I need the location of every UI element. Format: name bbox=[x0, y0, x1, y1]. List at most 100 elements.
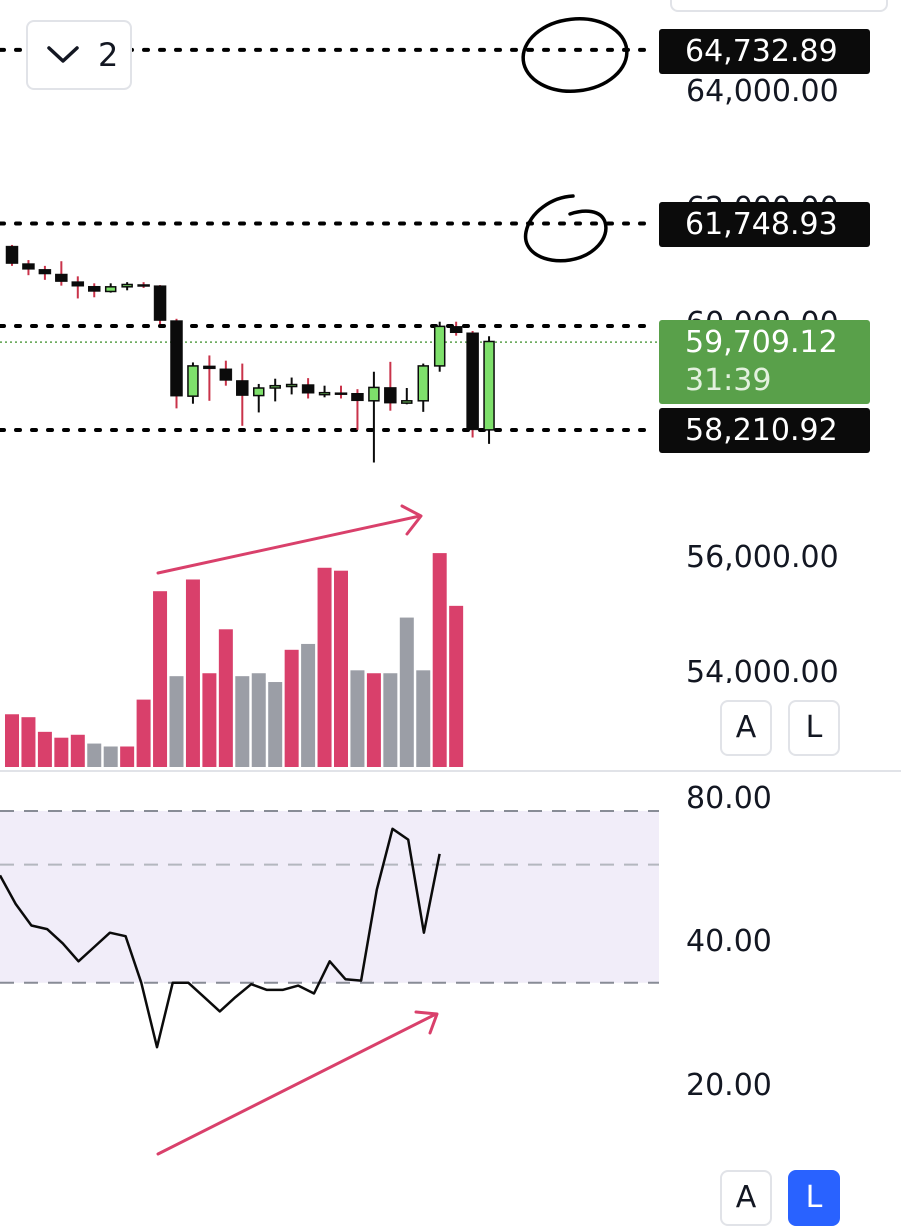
indicator-count: 2 bbox=[98, 36, 119, 74]
volume-bar bbox=[37, 731, 52, 767]
volume-bar bbox=[334, 570, 348, 767]
volume-bar bbox=[54, 737, 69, 767]
candle bbox=[137, 282, 150, 288]
candle-body-bull bbox=[121, 283, 133, 288]
annotation-arrowhead-volume bbox=[400, 504, 423, 536]
candle bbox=[318, 385, 331, 398]
candle bbox=[368, 371, 380, 463]
candle-body-bull bbox=[104, 286, 117, 293]
candle-body-bull bbox=[433, 325, 446, 367]
candle-body-bear bbox=[236, 380, 249, 396]
candle bbox=[88, 283, 101, 298]
price-tag-current: 59,709.12 31:39 bbox=[659, 320, 870, 404]
candle-body-bear bbox=[334, 392, 348, 395]
candle bbox=[433, 321, 446, 372]
volume-bar bbox=[366, 673, 381, 767]
candle-body-bull bbox=[269, 384, 281, 389]
price-axis-label: 56,000.00 bbox=[686, 540, 839, 575]
rsi-auto-scale-button[interactable]: A bbox=[720, 1170, 772, 1226]
price-axis-label: 64,000.00 bbox=[686, 74, 839, 109]
candle bbox=[22, 260, 35, 276]
candle-body-bear bbox=[301, 384, 315, 394]
candle-body-bear bbox=[449, 326, 463, 334]
bar-countdown: 31:39 bbox=[685, 363, 772, 398]
candle bbox=[417, 363, 429, 412]
candle-body-bull bbox=[253, 387, 265, 397]
volume-bar bbox=[103, 746, 118, 767]
candle-body-bull bbox=[318, 391, 331, 396]
price-tag-support-58210: 58,210.92 bbox=[659, 408, 870, 453]
volume-bar bbox=[268, 682, 283, 767]
candle bbox=[334, 385, 348, 399]
candle-body-bull bbox=[187, 365, 199, 397]
candle bbox=[401, 388, 413, 405]
rsi-log-scale-button[interactable]: L bbox=[788, 1170, 840, 1226]
volume-bar bbox=[21, 717, 36, 767]
volume-bar bbox=[284, 649, 299, 767]
rsi-axis-label: 80.00 bbox=[686, 781, 772, 816]
volume-bar bbox=[153, 591, 168, 767]
candle bbox=[384, 361, 397, 411]
price-axis-label-hidden: 60,000.00 bbox=[686, 306, 839, 320]
candle-body-bear bbox=[466, 332, 479, 431]
candle bbox=[269, 378, 281, 402]
volume-bar bbox=[317, 567, 332, 767]
candle bbox=[121, 282, 133, 291]
volume-bar bbox=[432, 553, 447, 767]
candle bbox=[104, 283, 117, 293]
chart-canvas[interactable] bbox=[0, 0, 901, 1200]
candle bbox=[5, 244, 19, 266]
candle-body-bear bbox=[170, 320, 183, 397]
volume-bar bbox=[350, 670, 365, 767]
volume-bar bbox=[416, 670, 431, 767]
candle bbox=[71, 276, 85, 299]
candle bbox=[236, 363, 249, 426]
volume-bar bbox=[5, 714, 19, 767]
volume-bar bbox=[70, 734, 85, 767]
candle-body-bear bbox=[384, 387, 397, 404]
annotation-arrow-rsi bbox=[156, 1012, 438, 1156]
annotation-arrow-volume bbox=[156, 514, 422, 575]
volume-bar bbox=[235, 676, 250, 767]
price-levels-layer bbox=[0, 47, 659, 432]
volume-bar bbox=[169, 676, 184, 767]
current-price-value: 59,709.12 bbox=[685, 325, 838, 360]
candle-body-bull bbox=[417, 365, 429, 402]
volume-bar bbox=[136, 699, 151, 767]
candle bbox=[153, 285, 167, 325]
price-tag-resistance-61748: 61,748.93 bbox=[659, 202, 870, 247]
candle-body-bear bbox=[351, 392, 364, 402]
rsi-layer bbox=[0, 827, 441, 1049]
volume-bar bbox=[202, 673, 217, 767]
log-scale-button[interactable]: L bbox=[788, 700, 840, 756]
rsi-line bbox=[0, 827, 441, 1049]
top-edge-tab[interactable] bbox=[670, 0, 888, 12]
candle-body-bull bbox=[483, 340, 495, 431]
annotation-circle-mid bbox=[523, 194, 608, 263]
rsi-axis-label: 40.00 bbox=[686, 924, 772, 959]
candle-body-bull bbox=[401, 400, 413, 404]
collapse-indicators-button[interactable]: 2 bbox=[26, 20, 132, 90]
rsi-axis-label: 20.00 bbox=[686, 1068, 772, 1103]
annotation-circle-top bbox=[521, 17, 629, 93]
candle bbox=[219, 360, 233, 386]
candle-body-bull bbox=[368, 386, 380, 402]
annotations-layer bbox=[156, 17, 629, 1156]
volume-bar bbox=[449, 605, 464, 767]
rsi-band bbox=[0, 810, 659, 983]
candle bbox=[483, 336, 495, 444]
candle-body-bear bbox=[88, 285, 101, 292]
candle-body-bull bbox=[285, 383, 298, 388]
candle-body-bear bbox=[55, 273, 68, 282]
annotation-arrowhead-rsi bbox=[414, 1010, 439, 1035]
volume-bar bbox=[301, 643, 316, 767]
candle-body-bear bbox=[71, 281, 85, 287]
candle bbox=[55, 261, 68, 286]
volume-bar bbox=[120, 746, 135, 767]
volume-bar bbox=[185, 579, 200, 767]
rsi-band-layer bbox=[0, 770, 901, 984]
price-axis-label-hidden: 62,000.00 bbox=[686, 191, 839, 205]
candle-body-bear bbox=[22, 263, 35, 270]
candle bbox=[351, 389, 364, 430]
auto-scale-button[interactable]: A bbox=[720, 700, 772, 756]
